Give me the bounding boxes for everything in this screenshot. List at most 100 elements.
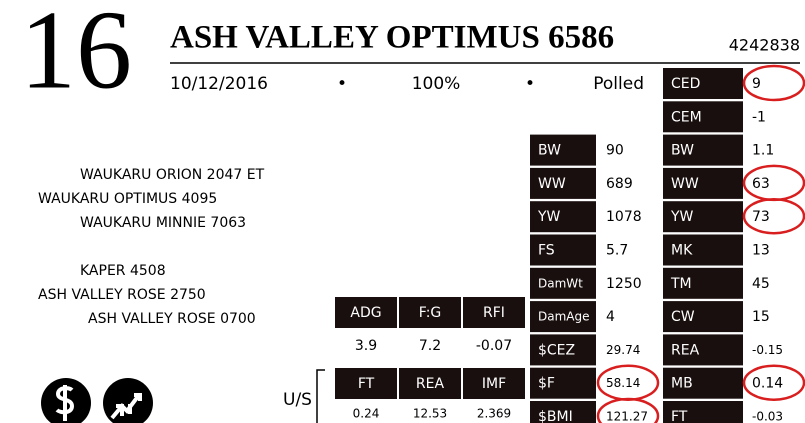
birth-date: 10/12/2016: [170, 74, 268, 94]
label: $BMI: [538, 409, 573, 423]
label: REA: [671, 342, 700, 358]
value: -0.07: [476, 338, 512, 354]
label: CEM: [671, 109, 702, 125]
label: $F: [538, 376, 555, 392]
label: REA: [416, 376, 445, 392]
pedigree-line: WAUKARU MINNIE 7063: [80, 215, 246, 231]
value: 5.7: [606, 243, 628, 259]
label: BW: [538, 143, 561, 159]
separator: •: [525, 74, 535, 94]
label-cell: [663, 134, 743, 166]
value: -0.03: [752, 410, 783, 423]
label: CED: [671, 76, 700, 92]
label: FT: [671, 409, 688, 423]
lot-number: 16: [20, 0, 132, 113]
animal-name: ASH VALLEY OPTIMUS 6586: [170, 20, 614, 56]
growth-icon: [103, 378, 153, 423]
value: 1250: [606, 276, 642, 292]
label-cell: [663, 334, 743, 366]
label: CW: [671, 309, 695, 325]
pedigree-line: WAUKARU ORION 2047 ET: [80, 167, 265, 183]
pedigree-line: ASH VALLEY ROSE 0700: [88, 311, 256, 327]
icons: [41, 378, 153, 423]
label: TM: [670, 276, 692, 292]
horn-status: Polled: [593, 74, 644, 94]
label: FS: [538, 243, 555, 259]
label-cell: [663, 101, 743, 133]
label-cell: [663, 367, 743, 399]
pedigree-line: ASH VALLEY ROSE 2750: [38, 287, 206, 303]
registration: 4242838: [729, 36, 800, 55]
highlight-circle: [742, 64, 805, 102]
label-cell: [663, 167, 743, 199]
label: MB: [671, 376, 693, 392]
label-cell: [663, 68, 743, 99]
value: 4: [606, 309, 615, 325]
label-cell: [530, 367, 596, 399]
label-cell: [530, 201, 596, 233]
label-cell: [663, 234, 743, 266]
pedigree-line: WAUKARU OPTIMUS 4095: [38, 191, 217, 207]
value: 9: [752, 76, 761, 92]
label: RFI: [483, 305, 505, 321]
label-cell: [530, 267, 596, 299]
label: MK: [671, 243, 693, 259]
value: 90: [606, 143, 624, 159]
value: 0.24: [353, 407, 380, 421]
value: 689: [606, 176, 633, 192]
label: WW: [538, 176, 566, 192]
label: DamWt: [538, 276, 583, 290]
separator: •: [337, 74, 347, 94]
label: WW: [671, 176, 699, 192]
value: 1078: [606, 209, 642, 225]
highlight-circle: [742, 364, 805, 401]
value: 12.53: [413, 407, 447, 421]
highlight-circle: [742, 197, 805, 235]
label-cell: [399, 297, 461, 328]
value: -1: [752, 109, 766, 125]
pedigree-line: KAPER 4508: [80, 263, 166, 279]
label-cell: [663, 267, 743, 299]
label-cell: [530, 301, 596, 333]
value: -0.15: [752, 343, 783, 357]
label-cell: [335, 297, 397, 328]
label-cell: [663, 301, 743, 333]
label: $CEZ: [538, 342, 575, 358]
label-cell: [663, 201, 743, 233]
label-cell: [463, 297, 525, 328]
label-cell: [335, 368, 397, 399]
label-cell: [463, 368, 525, 399]
value: 2.369: [477, 407, 511, 421]
dollar-glyph: [55, 385, 75, 421]
value: 29.74: [606, 343, 640, 357]
label-cell: [530, 401, 596, 423]
label-cell: [530, 334, 596, 366]
label-cell: [530, 134, 596, 166]
value: 15: [752, 309, 770, 325]
percent: 100%: [412, 74, 461, 94]
label: YW: [537, 209, 561, 225]
value: 1.1: [752, 143, 774, 159]
value: 7.2: [419, 338, 441, 354]
value: 63: [752, 176, 770, 192]
growth-glyph: [110, 393, 142, 420]
value: 73: [752, 209, 770, 225]
label: F:G: [419, 305, 442, 321]
label: BW: [671, 143, 694, 159]
value: 0.14: [752, 376, 783, 392]
value: 58.14: [606, 376, 640, 390]
label-cell: [530, 167, 596, 199]
value: 45: [752, 276, 770, 292]
label: IMF: [482, 376, 506, 392]
value: 121.27: [606, 410, 648, 423]
label: YW: [670, 209, 694, 225]
label: ADG: [350, 305, 381, 321]
value: 3.9: [355, 338, 377, 354]
value: 13: [752, 243, 770, 259]
highlight-circle: [596, 397, 660, 423]
us-title: U/S: [283, 390, 312, 410]
us-bracket: [316, 369, 325, 423]
label: FT: [358, 376, 375, 392]
label-cell: [663, 401, 743, 423]
